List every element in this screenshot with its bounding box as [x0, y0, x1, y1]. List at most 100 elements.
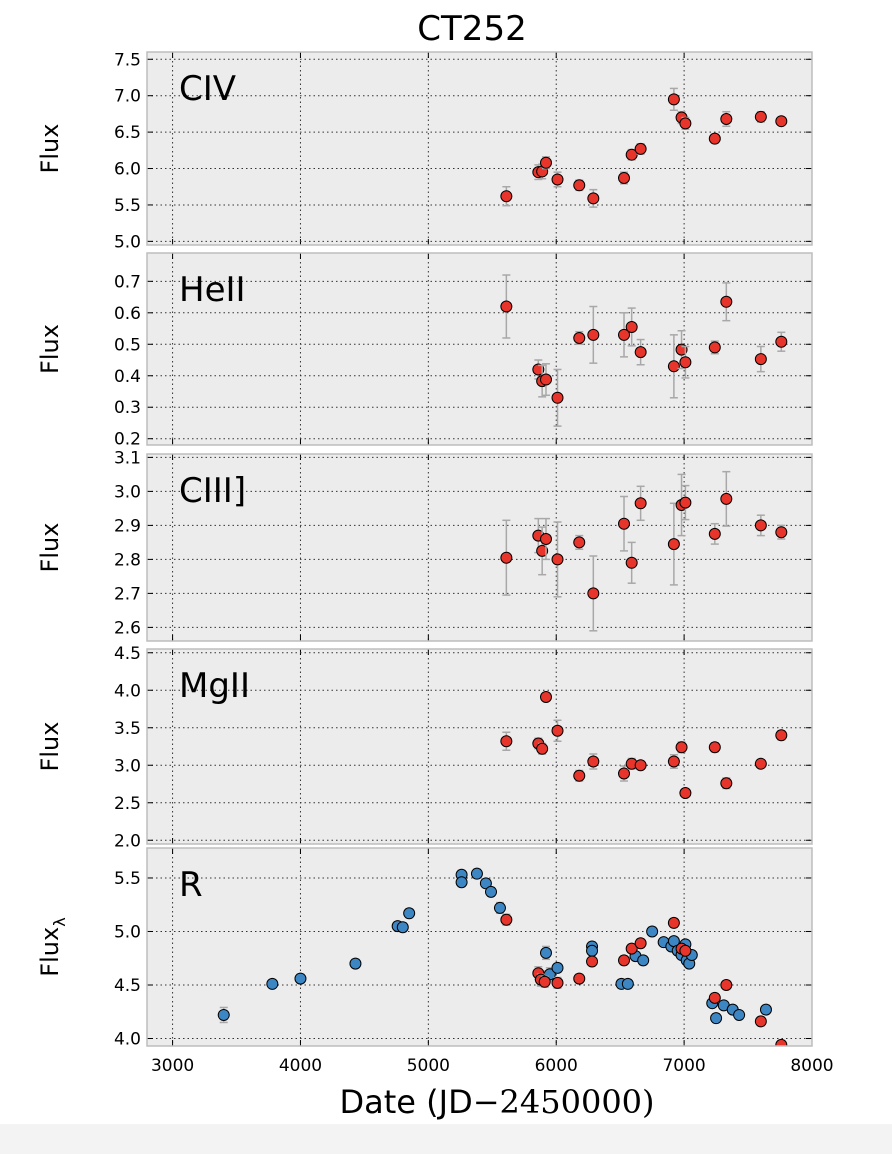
y-tick-label: 3.5	[114, 719, 141, 739]
panel-background	[147, 649, 812, 844]
data-point	[708, 527, 721, 540]
y-tick-label: 2.7	[114, 584, 141, 604]
data-point	[532, 363, 545, 376]
data-point	[485, 885, 498, 898]
data-point	[587, 755, 600, 768]
data-point	[266, 977, 279, 990]
x-tick-label: 4000	[279, 1056, 322, 1076]
data-point	[540, 533, 552, 545]
data-point	[634, 346, 647, 359]
data-point	[540, 373, 552, 386]
data-point	[679, 117, 692, 130]
data-point	[775, 729, 788, 742]
y-tick-label: 2.6	[114, 618, 141, 638]
data-point	[349, 957, 362, 970]
data-point	[634, 142, 647, 155]
data-point	[754, 519, 767, 532]
y-tick-label: 4.5	[114, 644, 141, 664]
y-tick-label: 0.2	[114, 430, 141, 450]
panel-4: 4.0 4.5 5.0 5.5 R Fluxλ	[36, 847, 813, 1050]
data-point	[403, 907, 416, 920]
panel-frame	[146, 51, 813, 246]
data-point	[470, 867, 483, 880]
panel-frame	[146, 648, 813, 845]
data-point	[708, 741, 721, 754]
x-axis-label-math: −2450000)	[473, 1083, 655, 1121]
y-tick-label: 3.0	[114, 756, 141, 776]
panel-background	[147, 52, 812, 245]
y-tick-label: 0.5	[114, 335, 141, 355]
data-point	[775, 1038, 788, 1046]
y-axis-label: Flux	[36, 722, 64, 772]
data-point	[618, 517, 631, 530]
panel-background	[147, 454, 812, 641]
y-axis-label-subscript: λ	[50, 917, 69, 926]
data-point	[754, 1015, 767, 1028]
data-point	[675, 741, 688, 754]
data-point	[551, 724, 564, 737]
data-point	[720, 777, 733, 790]
data-point	[667, 916, 680, 929]
data-point	[720, 295, 733, 308]
data-point	[679, 496, 692, 509]
data-point	[540, 691, 552, 703]
x-tick-label: 5000	[407, 1056, 450, 1076]
data-point	[500, 551, 513, 564]
data-point	[667, 755, 680, 768]
y-axis-label: Flux	[36, 324, 64, 374]
data-point	[551, 553, 564, 566]
x-axis-label: Date (JD−2450000)	[339, 1083, 654, 1121]
data-point	[621, 977, 634, 990]
y-tick-label: 5.5	[114, 196, 141, 216]
panel-frame	[146, 453, 813, 642]
y-tick-label: 4.0	[114, 1030, 141, 1050]
data-point	[573, 769, 586, 782]
data-point	[754, 757, 767, 770]
data-point	[625, 320, 638, 333]
data-point	[500, 735, 513, 748]
data-point	[618, 767, 631, 780]
y-tick-label: 0.4	[114, 367, 141, 387]
panel-2: 2.6 2.7 2.8 2.9 3.0 3.1 CIII] Flux	[36, 448, 813, 642]
data-point	[500, 300, 513, 313]
data-point	[710, 1012, 723, 1025]
data-point	[551, 961, 564, 974]
data-points	[217, 867, 788, 1046]
data-point	[551, 976, 564, 989]
data-point	[634, 937, 647, 950]
data-point	[587, 587, 600, 600]
panel-background	[147, 848, 812, 1046]
data-point	[775, 335, 788, 348]
panel-label: CIII]	[179, 471, 246, 511]
data-point	[720, 113, 733, 126]
data-point	[540, 156, 552, 169]
x-axis-label-text: Date (JD	[339, 1083, 472, 1121]
bottom-bar	[0, 1124, 892, 1154]
data-point	[679, 787, 692, 799]
data-point	[587, 192, 600, 205]
y-tick-label: 2.5	[114, 794, 141, 814]
y-axis-label: Flux	[36, 523, 64, 573]
data-point	[540, 946, 552, 959]
x-tick-label: 3000	[151, 1056, 194, 1076]
y-tick-label: 5.5	[114, 869, 141, 889]
y-tick-label: 2.8	[114, 550, 141, 570]
x-axis-tick-labels: 3000 4000 5000 6000 7000 8000	[151, 1056, 834, 1076]
panel-1: 0.2 0.3 0.4 0.5 0.6 0.7 HeII Flux	[36, 252, 813, 450]
data-point	[759, 1003, 772, 1016]
data-point	[500, 913, 513, 926]
y-tick-label: 7.5	[114, 50, 141, 70]
panel-label: R	[179, 865, 203, 905]
data-point	[551, 391, 564, 404]
y-tick-label: 5.0	[114, 922, 141, 942]
data-point	[586, 955, 599, 968]
data-point	[625, 556, 638, 569]
data-point	[586, 944, 599, 957]
data-point	[536, 544, 549, 557]
panel-label: HeII	[179, 270, 246, 310]
y-tick-label: 2.9	[114, 516, 141, 536]
chart-title: CT252	[417, 9, 526, 49]
data-point	[634, 497, 647, 510]
data-point	[708, 991, 721, 1004]
y-tick-label: 6.0	[114, 160, 141, 180]
